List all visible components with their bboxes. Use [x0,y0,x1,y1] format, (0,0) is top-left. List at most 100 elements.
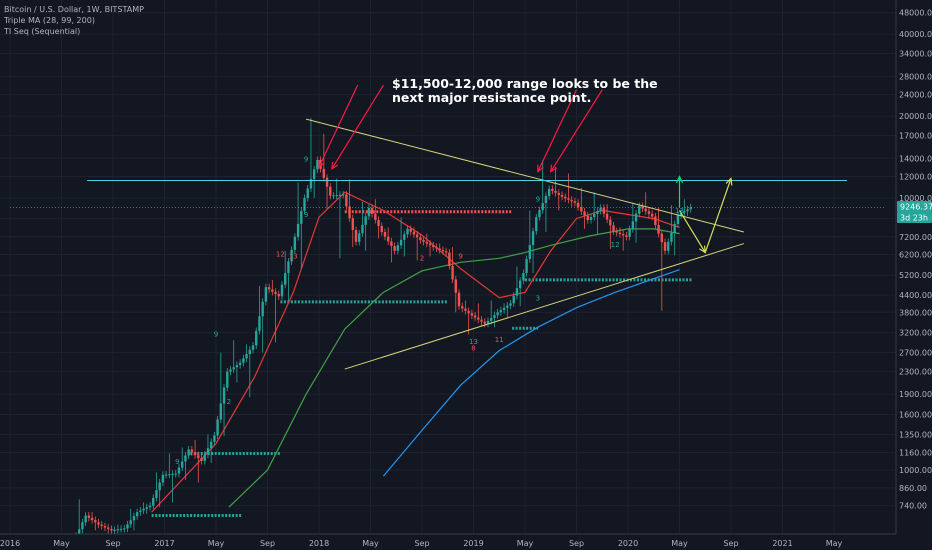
candle-body [618,232,622,235]
candle-body [541,203,544,211]
candle-body [615,231,618,233]
candle-body [454,279,457,293]
lower-trendline [344,243,745,370]
candle-body [238,362,242,365]
candle-body [187,449,190,456]
price-tick-label: 740.00 [899,502,927,511]
candle-body [203,454,206,461]
time-tick-label: 2021 [772,539,792,548]
time-tick-label: Sep [723,539,738,548]
candle-body [576,202,580,208]
time-tick-label: Sep [414,539,429,548]
candle-body [309,178,313,189]
candle-body [496,312,499,316]
time-tick-label: 2016 [0,539,20,548]
candle-body [364,216,367,225]
candle-body [348,206,351,219]
candle-body [493,315,496,319]
candle-body [177,467,181,474]
indicator-triple-ma[interactable]: Triple MA (28, 99, 200) [4,16,95,25]
candle-body [480,319,483,322]
candle-body [448,252,451,266]
candle-body [406,228,409,235]
countdown-text: 3d 23h [900,214,928,223]
dotted-levels [151,210,693,518]
candle-body [415,234,419,238]
candle-body [197,455,200,459]
price-tick-label: 2300.00 [899,368,932,377]
candle-body [152,497,155,506]
price-tick-label: 24000.00 [899,91,932,100]
candle-body [499,310,503,313]
candle-body [213,435,216,442]
candle-body [435,247,438,249]
candle-body [181,461,184,468]
price-tick-label: 10000.00 [899,194,932,203]
candle-body [184,455,187,462]
candle-body [528,245,532,260]
candle-body [605,213,609,220]
arrow-shaft [678,210,706,253]
candle-body [161,474,165,483]
candle-body [673,224,676,233]
candle-body [271,289,274,292]
indicator-ti-seq[interactable]: TI Seq (Sequential) [4,27,81,36]
annotation-line-2: next major resistance point. [392,90,592,105]
candle-body [200,458,203,461]
candle-body [87,515,91,518]
price-tick-label: 34000.00 [899,49,932,58]
candle-body [97,522,100,525]
candle-body [222,387,226,404]
price-tick-label: 1350.00 [899,431,932,440]
seq-label: 9 [175,458,179,466]
candle-body [358,233,361,242]
candle-body [638,205,641,214]
candle-body [155,490,158,498]
candle-body [280,284,284,297]
price-axis[interactable]: 740.00 860.00 1000.00 1160.00 1350.00 1600.00… [895,0,932,550]
candle-body [515,288,519,296]
candle-body [374,213,377,220]
candle-body [586,215,589,221]
price-tick-label: 5200.00 [899,271,932,280]
candle-body [654,216,657,226]
candle-body [332,195,335,197]
candle-body [329,186,332,196]
time-axis[interactable]: 2016 May Sep 2017 May Sep 2018 May Sep 2019 May Sep… [0,533,932,550]
candle-body [660,233,663,243]
candle-body [100,524,103,527]
time-tick-label: 2020 [618,539,638,548]
candle-body [171,473,174,475]
candle-body [145,507,148,509]
candle-body [621,234,625,236]
symbol-title[interactable]: Bitcoin / U.S. Dollar, 1W, BITSTAMP [4,5,144,14]
price-badges: 9246.37 3d 23h [897,201,932,223]
time-axis-bg [0,534,932,550]
candle-body [110,528,113,531]
candle-body [564,196,567,199]
candle-body [390,241,393,247]
time-tick-label: May [208,539,225,548]
candle-body [422,240,425,242]
candle-body [139,510,142,513]
candle-body [593,213,596,217]
candle-body [570,199,573,202]
price-tick-label: 28000.00 [899,72,932,81]
seq-label: 9 [304,211,308,219]
price-axis-bg [896,0,932,550]
candle-body [106,527,110,529]
candle-body [689,207,692,210]
price-tick-label: 20000.00 [899,112,932,121]
seq-label: 12 [276,250,285,258]
price-tick-label: 7200.00 [899,233,932,242]
candle-body [325,177,329,187]
candle-body [190,449,194,453]
candle-body [573,201,577,203]
candle-body [512,295,515,304]
seq-label: 9 [214,330,218,338]
ma-line-ma200 [382,269,680,477]
candle-body [403,234,406,240]
candle-body [312,169,316,179]
candle-body [267,287,271,290]
